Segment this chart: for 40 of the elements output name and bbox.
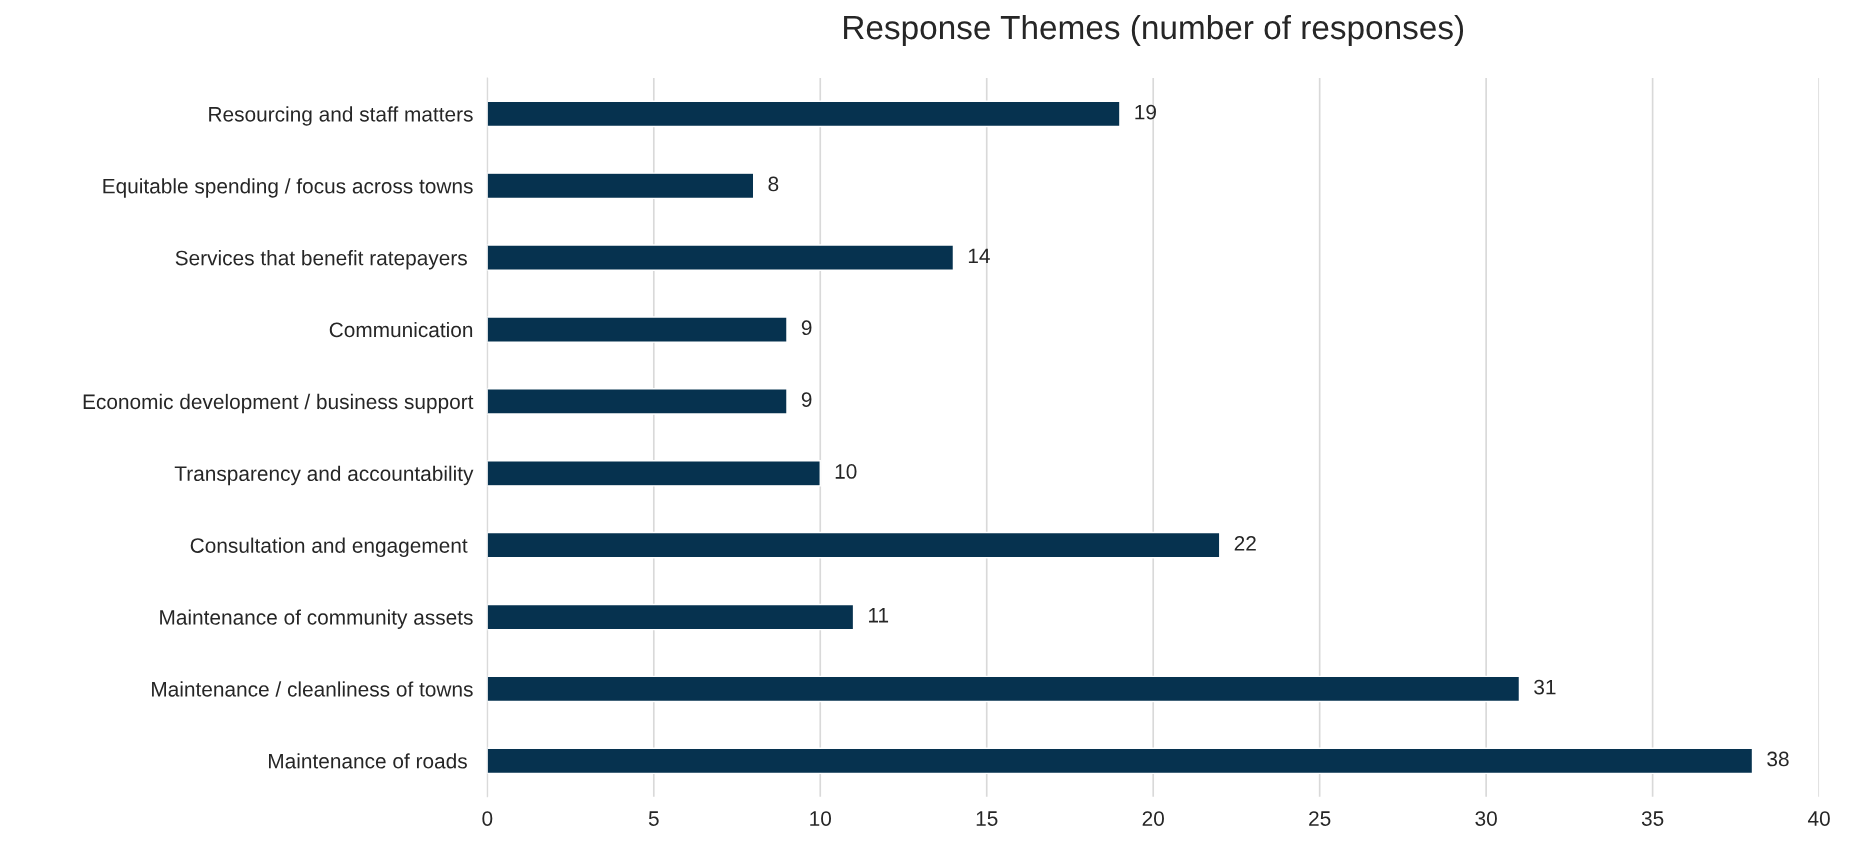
data-label: 10 [835,464,857,479]
bar [487,603,855,631]
x-tick-label: 40 [1807,811,1830,826]
y-tick-label: Communication [329,321,473,338]
y-tick-label: Economic development / business support [83,393,474,414]
bar [487,531,1221,559]
y-tick-label: Transparency and accountability [174,465,474,486]
x-tick-label: 35 [1641,811,1664,826]
data-label: 38 [1767,751,1789,767]
y-tick-label: Equitable spending / focus across towns [103,178,473,198]
bar [487,675,1521,703]
x-tick-label: 15 [976,811,998,826]
y-tick-label: Consultation and engagement [190,537,468,558]
bar [487,316,788,343]
data-label: 31 [1534,679,1556,695]
y-tick-label: Maintenance of community assets [160,609,473,629]
y-tick-label: Services that benefit ratepayers [175,250,467,270]
data-label: 22 [1234,535,1256,551]
x-tick-label: 10 [810,811,832,826]
bar [487,459,821,487]
bar [487,244,955,271]
y-tick-label: Resourcing and staff matters [209,106,473,126]
data-label: 14 [968,248,990,264]
chart-title: Response Themes (number of responses) [844,14,1464,46]
x-tick-label: 20 [1142,811,1164,826]
x-tick-label: 25 [1309,811,1331,826]
y-tick-label: Maintenance of roads [269,753,467,769]
bar [487,100,1121,128]
x-tick-label: 30 [1475,811,1497,826]
data-label: 9 [801,320,812,336]
bar [487,172,755,200]
bar [487,747,1754,775]
data-label: 19 [1135,104,1156,120]
x-tick-label: 0 [482,811,493,826]
data-label: 9 [801,392,812,407]
bar [487,388,788,415]
y-tick-label: Maintenance / cleanliness of towns [152,681,473,697]
x-tick-label: 5 [648,811,659,826]
data-label: 8 [768,176,779,192]
data-label: 11 [869,608,889,623]
